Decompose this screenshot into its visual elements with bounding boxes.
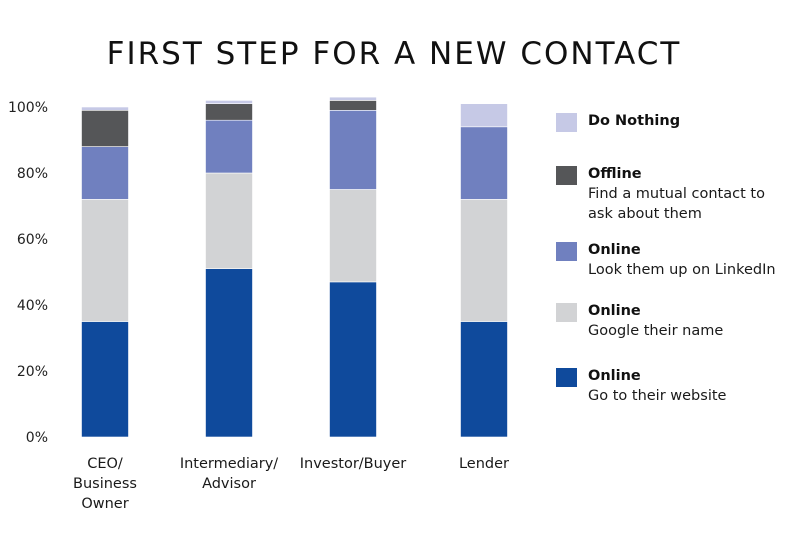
bar-segment-3-4 — [460, 103, 508, 128]
x-tick-label: Owner — [81, 496, 128, 512]
bar-segment-3-0 — [460, 321, 508, 438]
bar-segment-3-2 — [460, 126, 508, 200]
legend-swatch-website — [556, 368, 577, 387]
bar-segment-1-1 — [205, 172, 253, 269]
y-tick-label: 40% — [17, 298, 48, 314]
bar-segment-3-1 — [460, 199, 508, 322]
bar-segment-0-4 — [81, 106, 129, 111]
x-tick-label: Intermediary/ — [180, 456, 278, 472]
y-tick-label: 60% — [17, 232, 48, 248]
bar-segment-2-1 — [329, 189, 377, 283]
legend-desc-linkedin: Look them up on LinkedIn — [588, 262, 776, 278]
legend-desc-google: Google their name — [588, 323, 724, 339]
legend-desc-mutual-contact: Find a mutual contact to ask about them — [588, 186, 765, 222]
x-tick-label: Business — [73, 476, 137, 492]
bar-segment-0-3 — [81, 110, 129, 147]
bar-segment-1-3 — [205, 103, 253, 121]
legend-desc-website: Go to their website — [588, 388, 727, 404]
y-tick-label: 0% — [26, 430, 48, 446]
y-tick-label: 100% — [8, 100, 48, 116]
legend-title-online-website: Online — [588, 368, 641, 384]
legend-swatch-linkedin — [556, 242, 577, 261]
y-tick-label: 80% — [17, 166, 48, 182]
legend-title-online-google: Online — [588, 303, 641, 319]
legend-swatch-offline — [556, 166, 577, 185]
bar-segment-2-2 — [329, 110, 377, 190]
bar-segment-0-1 — [81, 199, 129, 322]
bar-segment-2-4 — [329, 96, 377, 101]
bar-segment-1-2 — [205, 119, 253, 174]
chart-title: FIRST STEP FOR A NEW CONTACT — [106, 36, 682, 72]
x-tick-label: Lender — [459, 456, 509, 472]
legend-swatch-google — [556, 303, 577, 322]
bar-segment-1-0 — [205, 268, 253, 438]
bar-segment-2-0 — [329, 281, 377, 438]
bar-segment-0-0 — [81, 321, 129, 438]
legend-title-online-linkedin: Online — [588, 242, 641, 258]
bar-segment-2-3 — [329, 100, 377, 111]
x-tick-label: Advisor — [202, 476, 256, 492]
bar-segment-0-2 — [81, 146, 129, 200]
bar-segment-1-4 — [205, 100, 253, 105]
x-tick-label: CEO/ — [87, 456, 123, 472]
legend-title-offline: Offline — [588, 166, 642, 182]
x-tick-label: Investor/Buyer — [300, 456, 407, 472]
legend-swatch-do-nothing — [556, 113, 577, 132]
legend-title-do-nothing: Do Nothing — [588, 113, 681, 129]
y-tick-label: 20% — [17, 364, 48, 380]
